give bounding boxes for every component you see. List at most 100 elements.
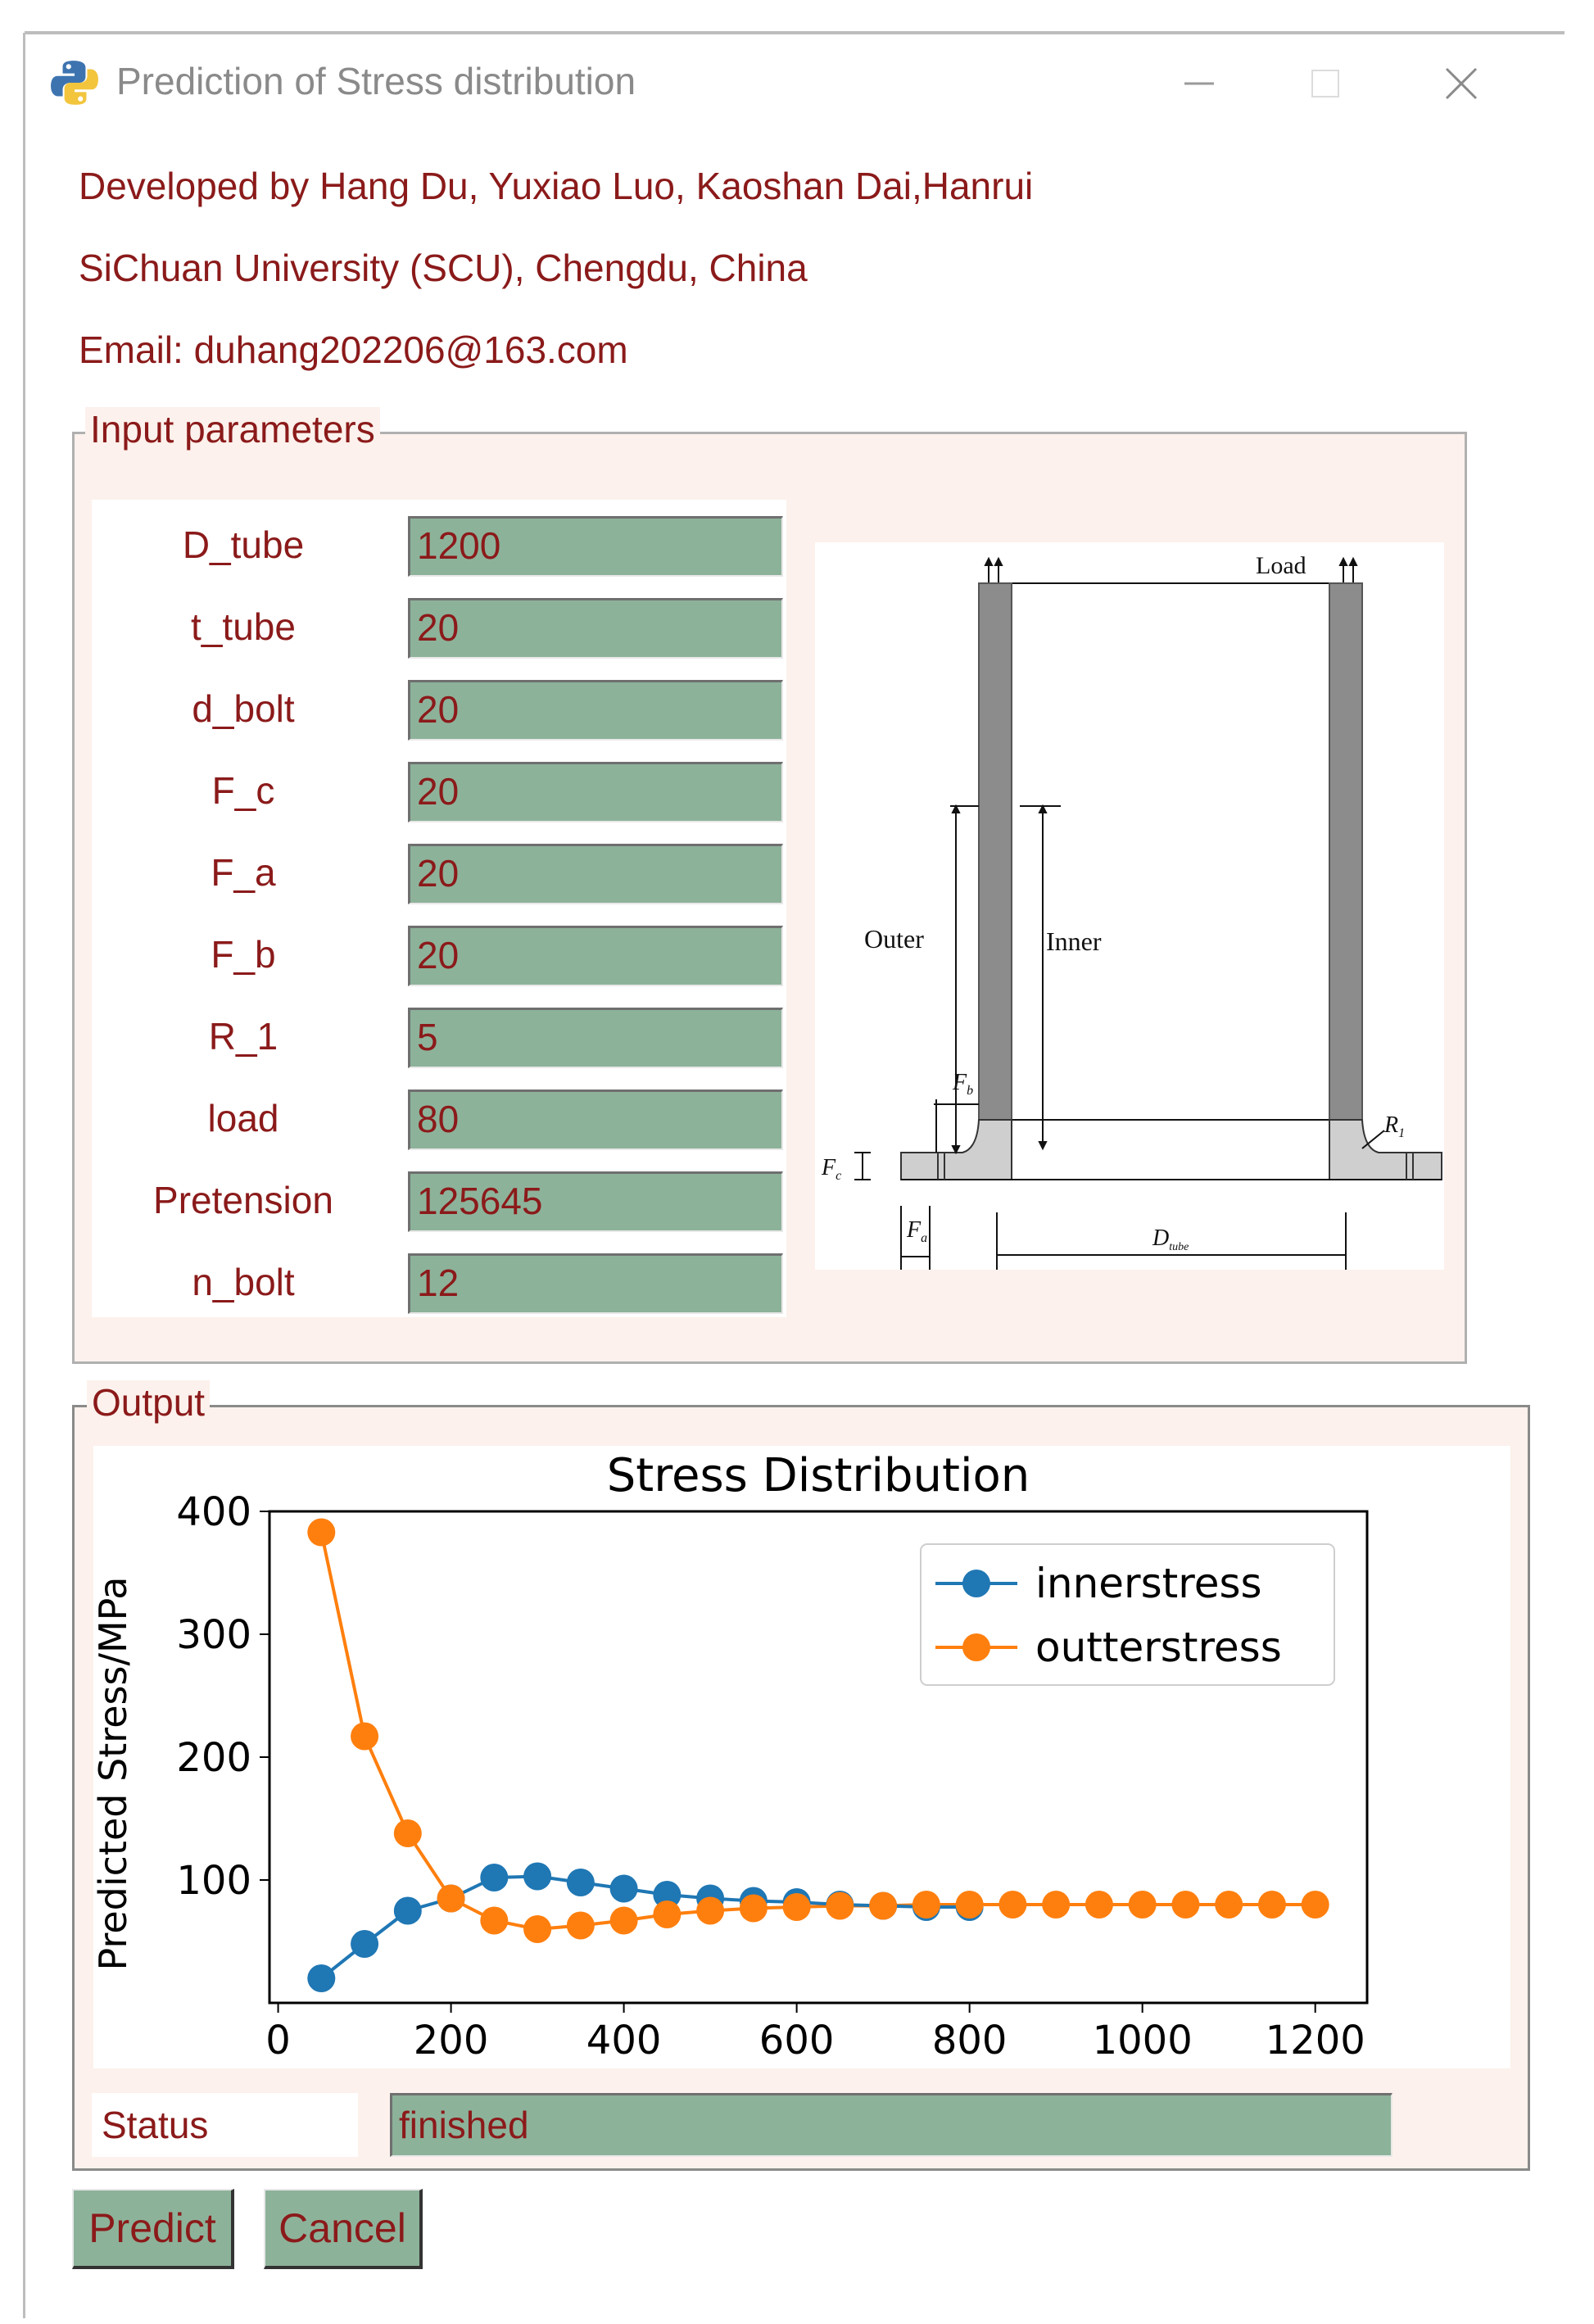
param-label: F_a [211,851,276,894]
data-point-outterstress [307,1518,336,1547]
r1-subscript: 1 [1398,1126,1405,1140]
y-axis-label: Predicted Stress/MPa [93,1577,135,1971]
data-point-innerstress [480,1864,509,1891]
inner-label: Inner [1046,926,1102,956]
data-point-outterstress [437,1884,465,1913]
window-title: Prediction of Stress distribution [116,60,636,102]
data-point-outterstress [739,1894,768,1923]
param-label: D_tube [182,523,305,566]
data-point-outterstress [653,1900,682,1928]
data-point-outterstress [566,1911,595,1940]
window-top-border [25,31,1565,34]
close-button[interactable] [1429,51,1494,116]
data-point-outterstress [1301,1891,1329,1919]
x-tick-label: 800 [932,2018,1008,2064]
fb-letter: F [952,1070,967,1095]
data-point-outterstress [1257,1891,1286,1919]
f-c-input[interactable]: 20 [408,762,783,822]
legend-marker [962,1633,990,1661]
y-tick-label: 300 [176,1612,251,1658]
pretension-input[interactable]: 125645 [408,1171,783,1232]
fa-subscript: a [921,1231,927,1245]
load-label: Load [1256,552,1306,579]
y-tick-label: 400 [176,1489,251,1535]
fc-label: Fc [821,1155,841,1183]
n-bolt-input[interactable]: 12 [408,1253,783,1314]
data-point-innerstress [566,1869,595,1896]
param-label: d_bolt [192,687,295,730]
cancel-button[interactable]: Cancel [264,2189,423,2269]
y-tick-label: 100 [176,1858,251,1904]
param-label: R_1 [208,1015,278,1058]
t-tube-input[interactable]: 20 [408,598,783,659]
data-point-outterstress [393,1819,422,1847]
data-point-outterstress [1215,1891,1243,1919]
x-tick-label: 1000 [1093,2018,1193,2064]
fc-subscript: c [835,1169,841,1183]
input-parameters-title: Input parameters [85,407,380,451]
dtube-label: Dtube [1152,1225,1189,1253]
window-left-border [23,33,25,2318]
f-a-input[interactable]: 20 [408,844,783,904]
dtube-subscript: tube [1169,1241,1189,1253]
f-b-input[interactable]: 20 [408,926,783,986]
x-tick-label: 0 [265,2018,291,2064]
series-line-innerstress [320,1874,970,1980]
data-point-innerstress [307,1964,336,1992]
stress-chart: Stress Distribution 0 200 400 600 800 1000 1200… [91,1449,1369,2064]
parameter-panel: D_tube 1200 t_tube 20 d_bolt 20 F_c 20 F… [92,500,786,1317]
param-label: F_c [211,769,275,812]
university-text: SiChuan University (SCU), Chengdu, China [79,247,808,289]
fc-letter: F [821,1155,836,1180]
title-bar: Prediction of Stress distribution [26,34,1565,133]
fb-subscript: b [967,1084,973,1098]
param-label: Pretension [153,1179,333,1221]
left-tube-wall [978,582,1012,1174]
r-1-input[interactable]: 5 [408,1008,783,1068]
dtube-letter: D [1152,1225,1169,1251]
minimize-button[interactable] [1166,51,1232,116]
legend-label-outterstress: outterstress [1035,1624,1282,1671]
fa-label: Fa [906,1217,927,1245]
legend-marker [962,1570,990,1597]
data-point-outterstress [1171,1891,1200,1919]
x-tick-label: 1200 [1266,2018,1365,2064]
minimize-icon [1184,82,1214,85]
data-point-outterstress [696,1896,725,1925]
data-point-innerstress [653,1881,682,1909]
load-input[interactable]: 80 [408,1090,783,1150]
developers-text: Developed by Hang Du, Yuxiao Luo, Kaosha… [79,165,1034,207]
data-point-outterstress [955,1891,984,1919]
fb-label: Fb [952,1070,973,1098]
data-point-outterstress [609,1906,638,1935]
y-tick-label: 200 [176,1735,251,1781]
flange-diagram: Load Outer Inner [815,542,1444,1270]
param-label: n_bolt [192,1261,295,1303]
d-tube-input[interactable]: 1200 [408,516,783,577]
data-point-innerstress [393,1896,422,1925]
data-point-outterstress [351,1722,379,1751]
predict-button[interactable]: Predict [72,2189,234,2269]
data-point-outterstress [782,1893,811,1921]
output-title: Output [87,1380,211,1425]
left-flange [900,1119,1012,1180]
param-label: t_tube [191,605,296,648]
data-point-innerstress [609,1874,638,1903]
legend-label-innerstress: innerstress [1035,1560,1262,1607]
data-point-outterstress [480,1906,509,1935]
data-point-outterstress [1128,1891,1157,1919]
fa-letter: F [906,1217,922,1243]
data-point-outterstress [523,1915,552,1943]
r1-label: R1 [1383,1112,1405,1140]
data-point-outterstress [1042,1891,1071,1919]
maximize-button[interactable] [1293,51,1358,116]
python-app-icon [51,61,98,105]
data-point-outterstress [999,1891,1027,1919]
d-bolt-input[interactable]: 20 [408,680,783,741]
x-tick-label: 600 [759,2018,835,2064]
data-point-outterstress [869,1891,898,1920]
right-tube-wall [1329,582,1363,1174]
param-label: load [207,1097,279,1139]
status-field: finished [390,2093,1392,2157]
data-point-outterstress [826,1891,854,1920]
